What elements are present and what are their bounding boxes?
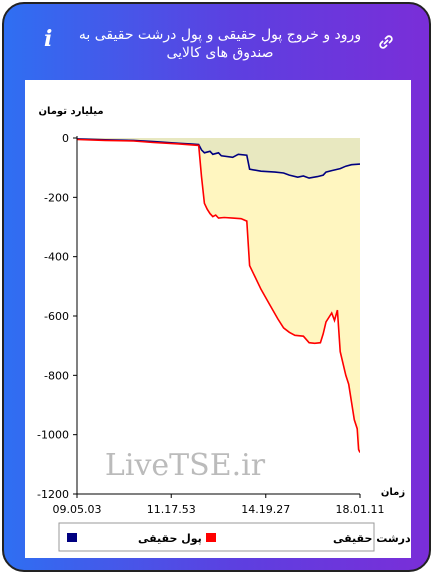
y-tick-label: -1000 bbox=[37, 429, 69, 442]
x-tick-label: 14.19.27 bbox=[241, 503, 290, 516]
plot-panel: LiveTSE.ir 0 -200 -400 -600 -800 -1000 -1200 0… bbox=[25, 80, 429, 558]
x-tick-label: 09.05.03 bbox=[53, 503, 102, 516]
legend-label-real: پول حقیقی bbox=[138, 532, 202, 545]
series-line-1 bbox=[77, 138, 360, 453]
series-area-0 bbox=[77, 138, 360, 179]
y-tick-label: -600 bbox=[44, 310, 69, 323]
x-axis-label: زمان bbox=[381, 487, 405, 498]
legend-swatch-big-real bbox=[206, 533, 216, 542]
legend: پول حقیقی پول درشت حقیقی bbox=[58, 522, 429, 552]
link-icon[interactable] bbox=[377, 33, 395, 51]
x-tick-label: 11.17.53 bbox=[147, 503, 196, 516]
watermark: LiveTSE.ir bbox=[105, 448, 266, 483]
page-title: ورود و خروج پول حقیقی و پول درشت حقیقی ب… bbox=[78, 27, 362, 61]
legend-swatch-real bbox=[67, 533, 77, 542]
y-tick-label: -800 bbox=[44, 369, 69, 382]
y-tick-label: 0 bbox=[62, 132, 69, 145]
card-header: ورود و خروج پول حقیقی و پول درشت حقیقی ب… bbox=[4, 4, 429, 80]
x-tick-label: 18.01.11 bbox=[336, 503, 385, 516]
series-area-1 bbox=[77, 138, 360, 453]
y-axis-label: میلیارد تومان bbox=[38, 106, 103, 117]
info-icon[interactable]: i bbox=[44, 26, 53, 52]
chart: LiveTSE.ir 0 -200 -400 -600 -800 -1000 -1200 0… bbox=[37, 106, 429, 552]
y-tick-label: -400 bbox=[44, 251, 69, 264]
legend-label-big-real: پول درشت حقیقی bbox=[333, 532, 411, 545]
y-tick-label: -200 bbox=[44, 191, 69, 204]
y-tick-label: -1200 bbox=[37, 488, 69, 501]
series-line-0 bbox=[77, 138, 360, 179]
